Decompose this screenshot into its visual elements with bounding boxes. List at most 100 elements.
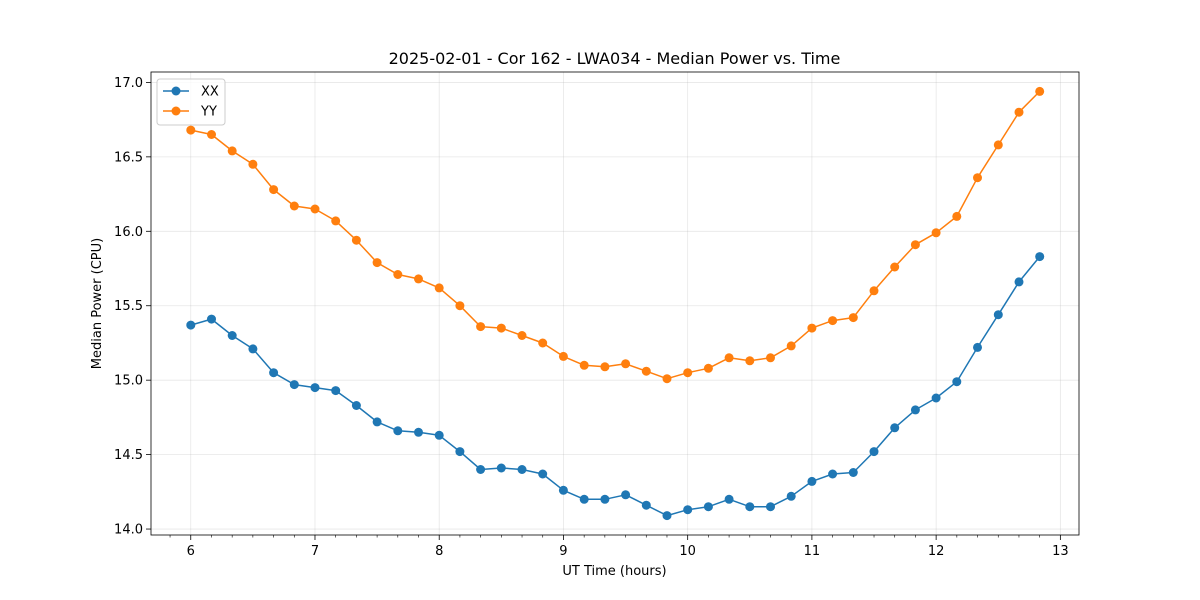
data-point-yy	[869, 286, 879, 296]
y-axis-label: Median Power (CPU)	[90, 238, 105, 369]
y-tick-label: 14.0	[114, 523, 143, 538]
data-point-xx	[703, 502, 713, 512]
data-point-xx	[1035, 252, 1045, 262]
x-tick-label: 8	[435, 544, 443, 559]
data-point-yy	[600, 362, 610, 372]
data-point-yy	[227, 146, 237, 156]
data-point-xx	[476, 465, 486, 474]
data-point-yy	[372, 258, 382, 268]
data-point-yy	[476, 322, 486, 332]
data-point-yy	[538, 338, 548, 348]
y-tick-label: 14.5	[114, 448, 143, 463]
data-point-yy	[828, 316, 838, 326]
data-point-yy	[786, 341, 796, 351]
data-point-xx	[600, 494, 610, 504]
data-point-xx	[207, 314, 216, 324]
data-point-yy	[248, 159, 258, 169]
data-point-yy	[890, 262, 900, 272]
data-point-xx	[807, 476, 817, 486]
data-point-yy	[973, 173, 982, 183]
series-layer	[186, 86, 1045, 521]
data-point-xx	[558, 485, 568, 495]
data-point-yy	[683, 368, 693, 378]
data-point-yy	[931, 228, 941, 238]
data-point-xx	[434, 430, 444, 440]
data-point-xx	[848, 468, 858, 477]
chart-title: 2025-02-01 - Cor 162 - LWA034 - Median P…	[389, 49, 841, 68]
y-tick-label: 16.5	[114, 150, 143, 165]
data-point-xx	[745, 502, 755, 512]
data-point-yy	[641, 366, 651, 376]
y-tick-label: 15.0	[114, 374, 143, 389]
y-tick-label: 16.0	[114, 225, 143, 240]
x-tick-label: 7	[311, 544, 319, 559]
x-tick-label: 12	[928, 544, 945, 559]
data-point-yy	[724, 353, 734, 363]
data-point-xx	[372, 417, 382, 427]
data-point-xx	[496, 463, 506, 473]
data-point-yy	[351, 235, 361, 245]
data-point-yy	[517, 331, 527, 340]
data-point-yy	[910, 240, 920, 250]
data-point-xx	[828, 469, 838, 479]
data-point-xx	[1014, 277, 1024, 287]
axes: 6 7 8 9 10 11 12 13 14.0 14.5 15.0 15.5 16.0 16.5 17.0	[114, 71, 1080, 559]
data-point-yy	[621, 359, 631, 369]
x-tick-label: 13	[1052, 544, 1069, 559]
data-point-yy	[414, 274, 423, 284]
data-point-xx	[683, 505, 693, 515]
data-point-yy	[289, 201, 299, 211]
data-point-xx	[641, 500, 651, 510]
data-point-yy	[269, 185, 279, 195]
data-point-xx	[973, 342, 982, 352]
data-point-xx	[579, 494, 589, 504]
data-point-yy	[993, 140, 1003, 150]
data-point-xx	[952, 377, 962, 387]
data-point-xx	[517, 465, 527, 474]
data-point-xx	[931, 393, 941, 403]
data-point-yy	[558, 351, 568, 361]
data-point-yy	[1014, 107, 1024, 117]
data-point-xx	[538, 469, 548, 479]
legend-label-xx: XX	[201, 85, 219, 100]
data-point-yy	[434, 283, 444, 293]
legend-marker-yy	[171, 106, 181, 116]
data-point-yy	[393, 270, 403, 279]
data-point-yy	[807, 323, 817, 333]
data-point-xx	[766, 502, 775, 512]
data-point-xx	[393, 426, 403, 436]
legend-label-yy: YY	[200, 105, 217, 120]
plot-frame	[150, 71, 1080, 536]
data-point-yy	[745, 356, 755, 366]
data-point-yy	[1035, 86, 1045, 96]
data-point-xx	[289, 380, 299, 390]
data-point-xx	[248, 344, 258, 354]
data-point-xx	[227, 331, 237, 340]
series-line-yy	[190, 90, 1041, 380]
data-point-yy	[310, 204, 320, 214]
data-point-xx	[993, 310, 1003, 320]
data-point-xx	[621, 490, 631, 500]
y-tick-label: 15.5	[114, 299, 143, 314]
data-point-xx	[910, 405, 920, 415]
data-point-yy	[207, 130, 216, 139]
data-point-yy	[703, 363, 713, 373]
data-point-xx	[786, 491, 796, 501]
data-point-xx	[724, 494, 734, 504]
data-point-yy	[848, 313, 858, 323]
data-point-yy	[331, 216, 341, 226]
x-axis-label: UT Time (hours)	[562, 564, 666, 579]
data-point-yy	[579, 360, 589, 370]
data-point-xx	[186, 320, 196, 330]
data-point-xx	[662, 511, 672, 521]
data-point-xx	[455, 447, 465, 457]
data-point-xx	[869, 447, 879, 457]
data-point-xx	[331, 386, 341, 396]
data-point-xx	[414, 427, 423, 437]
data-point-yy	[455, 301, 465, 311]
x-tick-label: 10	[679, 544, 696, 559]
data-point-yy	[662, 374, 672, 384]
data-point-xx	[351, 401, 361, 410]
x-tick-label: 6	[187, 544, 195, 559]
